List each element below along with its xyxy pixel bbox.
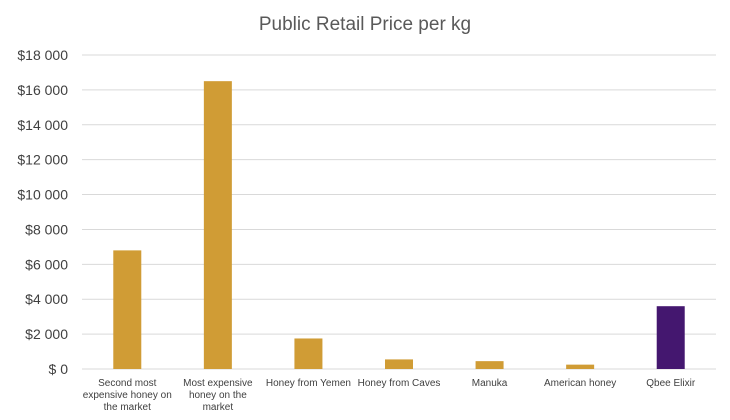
y-tick-label: $18 000 — [17, 47, 68, 63]
bar — [566, 364, 595, 369]
x-category-label: American honey — [544, 378, 616, 389]
bar — [113, 250, 142, 369]
bar — [203, 81, 232, 370]
y-tick-label: $6 000 — [25, 256, 68, 272]
y-tick-label: $8 000 — [25, 221, 68, 237]
y-axis-tick-labels: $ 0 $2 000 $4 000 $6 000 $8 000 $10 000 $12 00… — [17, 47, 68, 377]
x-category-label: Honey from Yemen — [266, 378, 351, 389]
bar — [656, 306, 685, 369]
y-tick-label: $10 000 — [17, 187, 68, 203]
y-tick-label: $ 0 — [49, 361, 69, 377]
x-category-label: Second most expensive honey on the market — [83, 378, 172, 413]
y-tick-label: $12 000 — [17, 152, 68, 168]
x-axis-category-labels: Second most expensive honey on the market M… — [83, 378, 696, 413]
y-tick-label: $4 000 — [25, 291, 68, 307]
bar — [294, 338, 323, 369]
y-tick-label: $14 000 — [17, 117, 68, 133]
bar — [475, 361, 504, 369]
y-tick-label: $2 000 — [25, 326, 68, 342]
x-category-label: Honey from Caves — [358, 378, 441, 389]
gridlines — [82, 54, 716, 370]
bars — [113, 81, 685, 370]
y-tick-label: $16 000 — [17, 82, 68, 98]
bar — [385, 359, 413, 369]
chart-title: Public Retail Price per kg — [259, 14, 471, 35]
x-category-label: Most expensive honey on the market — [183, 378, 253, 413]
x-category-label: Manuka — [472, 378, 508, 389]
x-category-label: Qbee Elixir — [646, 378, 696, 389]
